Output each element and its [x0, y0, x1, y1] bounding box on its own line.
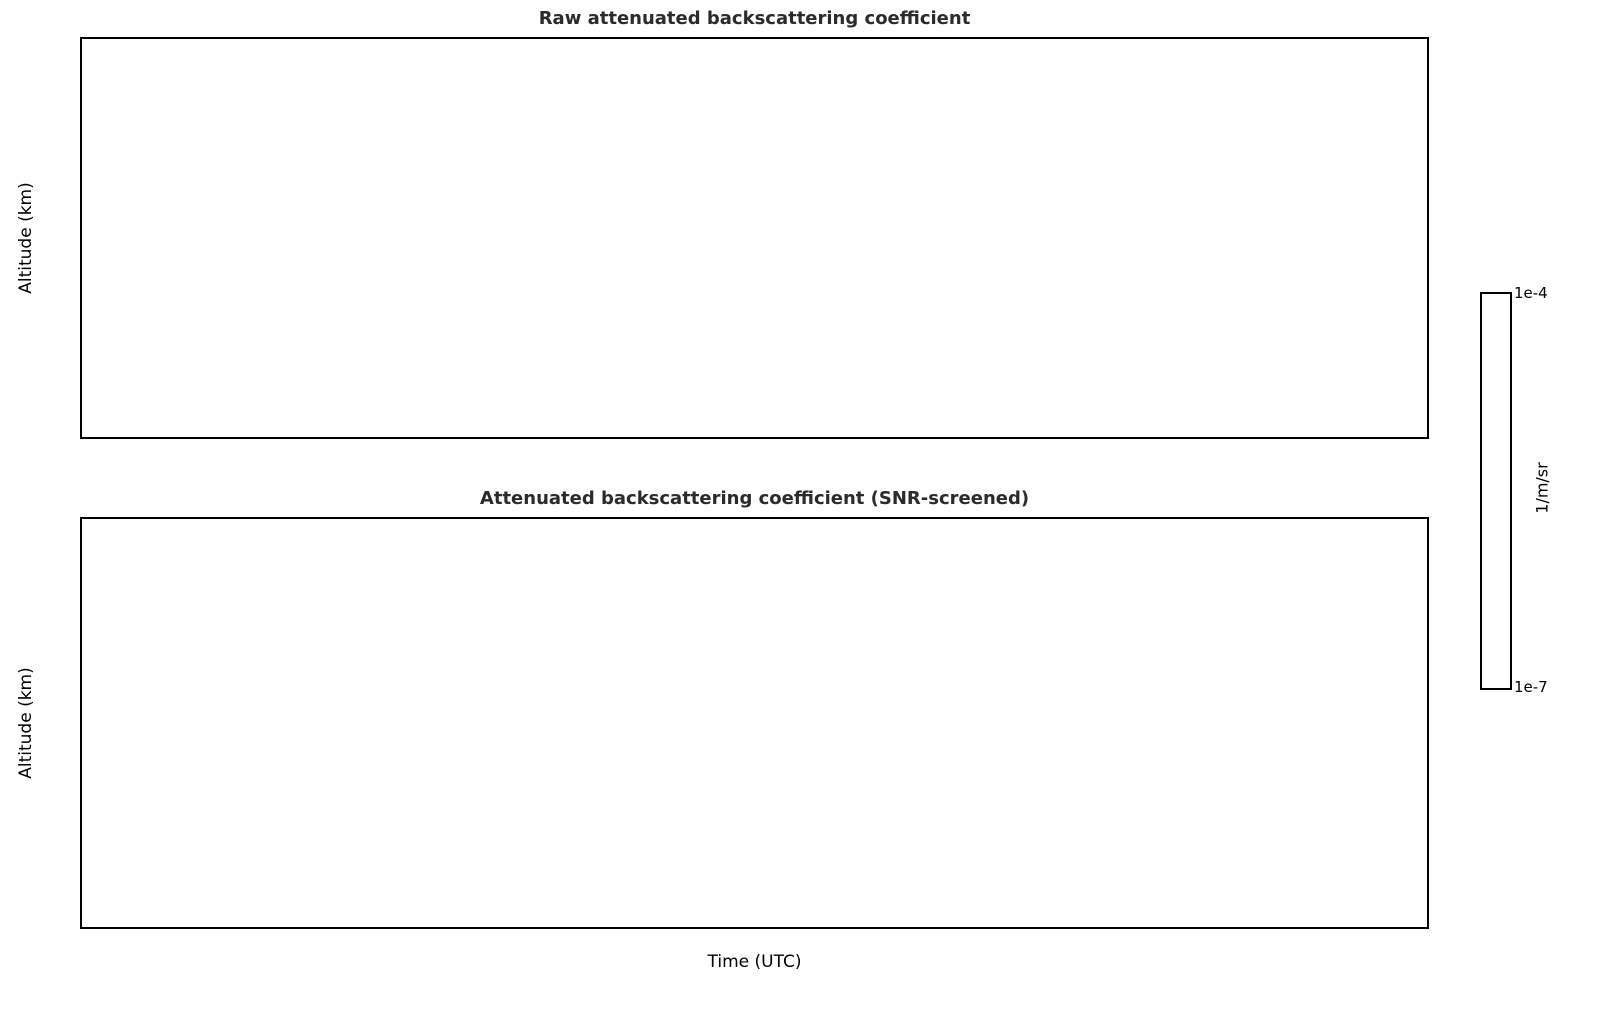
panel1-ylabel: Altitude (km) — [16, 182, 36, 294]
x-axis-label: Time (UTC) — [707, 952, 802, 972]
panel2-plot-area — [80, 517, 1429, 929]
raw-backscatter-heatmap — [82, 39, 1427, 437]
panel2-title: Attenuated backscattering coefficient (S… — [479, 488, 1030, 509]
colorbar-units-label: 1/m/sr — [1532, 462, 1552, 514]
colorbar-max-label: 1e-4 — [1514, 284, 1548, 302]
colorbar-min-label: 1e-7 — [1514, 678, 1548, 696]
colorbar-gradient — [1482, 294, 1510, 688]
panel2-ylabel: Altitude (km) — [16, 667, 36, 779]
colorbar — [1480, 292, 1512, 690]
screened-backscatter-heatmap — [82, 519, 1427, 927]
panel1-title: Raw attenuated backscattering coefficien… — [538, 8, 971, 29]
panel1-plot-area — [80, 37, 1429, 439]
